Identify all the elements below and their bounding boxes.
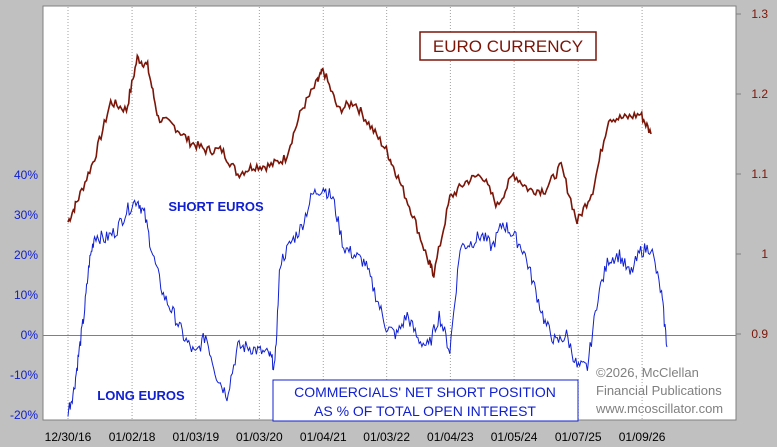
commercials-line-1: COMMERCIALS' NET SHORT POSITION [294, 384, 556, 400]
x-tick-label: 01/03/22 [363, 430, 410, 444]
left-tick-label: 0% [21, 328, 39, 342]
copyright-line-1: ©2026, McClellan [596, 365, 699, 380]
plot-area [42, 5, 737, 421]
x-tick-label: 01/05/24 [491, 430, 538, 444]
x-tick-label: 01/07/25 [555, 430, 602, 444]
left-tick-label: 10% [14, 288, 38, 302]
commercials-box [272, 379, 579, 422]
long-euros-label: LONG EUROS [97, 388, 185, 403]
short-euros-label: SHORT EUROS [168, 199, 264, 214]
copyright-line-2: Financial Publications [596, 383, 722, 398]
commercials-net-short-line [67, 186, 668, 417]
commercials-line-2: AS % OF TOTAL OPEN INTEREST [314, 403, 536, 419]
x-tick-label: 01/04/23 [427, 430, 474, 444]
right-tick-label: 1.3 [751, 7, 768, 21]
title-box [419, 31, 597, 61]
right-tick-label: 1.2 [751, 87, 768, 101]
left-tick-label: -20% [10, 408, 38, 422]
x-tick-label: 12/30/16 [45, 430, 92, 444]
copyright-line-3: www.mcoscillator.com [595, 401, 723, 416]
left-tick-label: 30% [14, 208, 38, 222]
x-tick-label: 01/09/26 [619, 430, 666, 444]
x-tick-label: 01/02/18 [109, 430, 156, 444]
x-tick-label: 01/03/19 [172, 430, 219, 444]
left-tick-label: -10% [10, 368, 38, 382]
left-tick-label: 20% [14, 248, 38, 262]
left-tick-label: 40% [14, 168, 38, 182]
x-tick-label: 01/04/21 [300, 430, 347, 444]
x-tick-label: 01/03/20 [236, 430, 283, 444]
chart-title: EURO CURRENCY [433, 37, 583, 56]
right-tick-label: 0.9 [751, 327, 768, 341]
right-tick-label: 1.1 [751, 167, 768, 181]
right-tick-label: 1 [761, 247, 768, 261]
euro-price-line [67, 52, 652, 278]
